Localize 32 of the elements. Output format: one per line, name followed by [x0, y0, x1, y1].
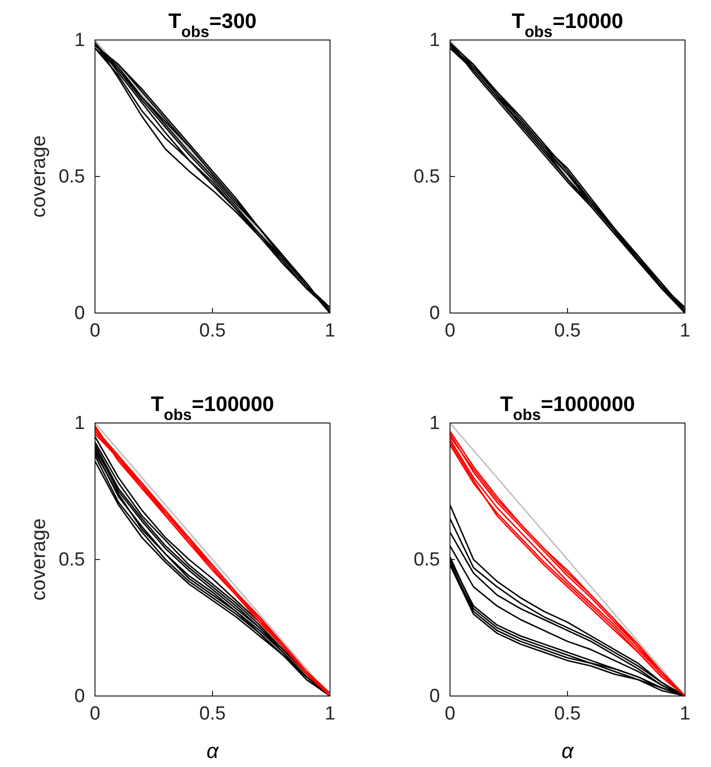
x-tick-label: 0.5 — [554, 320, 581, 342]
y-axis-title: coverage — [28, 135, 50, 218]
x-tick-label: 0.5 — [199, 703, 226, 724]
x-tick-label: 1 — [324, 703, 336, 724]
x-tick-label: 1 — [680, 320, 690, 342]
y-tick-label: 1 — [429, 413, 440, 434]
y-axis-title: coverage — [28, 518, 50, 601]
y-tick-label: 0.5 — [58, 166, 85, 188]
x-tick-label: 0 — [90, 703, 100, 724]
x-axis-title: α — [562, 740, 575, 763]
x-tick-label: 0 — [90, 320, 100, 342]
y-tick-label: 1 — [74, 413, 85, 434]
y-tick-label: 1 — [74, 30, 85, 52]
x-tick-label: 0.5 — [199, 320, 226, 342]
y-tick-label: 0.5 — [414, 166, 440, 188]
x-tick-label: 0 — [444, 703, 456, 724]
x-axis-title: α — [206, 740, 220, 763]
x-tick-label: 0.5 — [554, 703, 581, 724]
y-tick-label: 0 — [74, 686, 85, 708]
chart-title: T$_{obs}$=100000 — [150, 393, 274, 424]
y-tick-label: 0 — [429, 686, 440, 708]
x-tick-label: 1 — [680, 703, 690, 724]
chart-title: T$_{obs}$=10000 — [512, 10, 624, 40]
y-tick-label: 0 — [429, 303, 440, 324]
x-tick-label: 0 — [444, 320, 456, 342]
chart-title: T$_{obs}$=1000000 — [500, 393, 635, 424]
y-tick-label: 0.5 — [58, 550, 85, 571]
chart-title: T$_{obs}$=300 — [168, 10, 257, 40]
x-tick-label: 1 — [324, 320, 336, 342]
y-tick-label: 0.5 — [414, 550, 440, 571]
y-tick-label: 1 — [429, 30, 440, 52]
y-tick-label: 0 — [74, 303, 85, 324]
